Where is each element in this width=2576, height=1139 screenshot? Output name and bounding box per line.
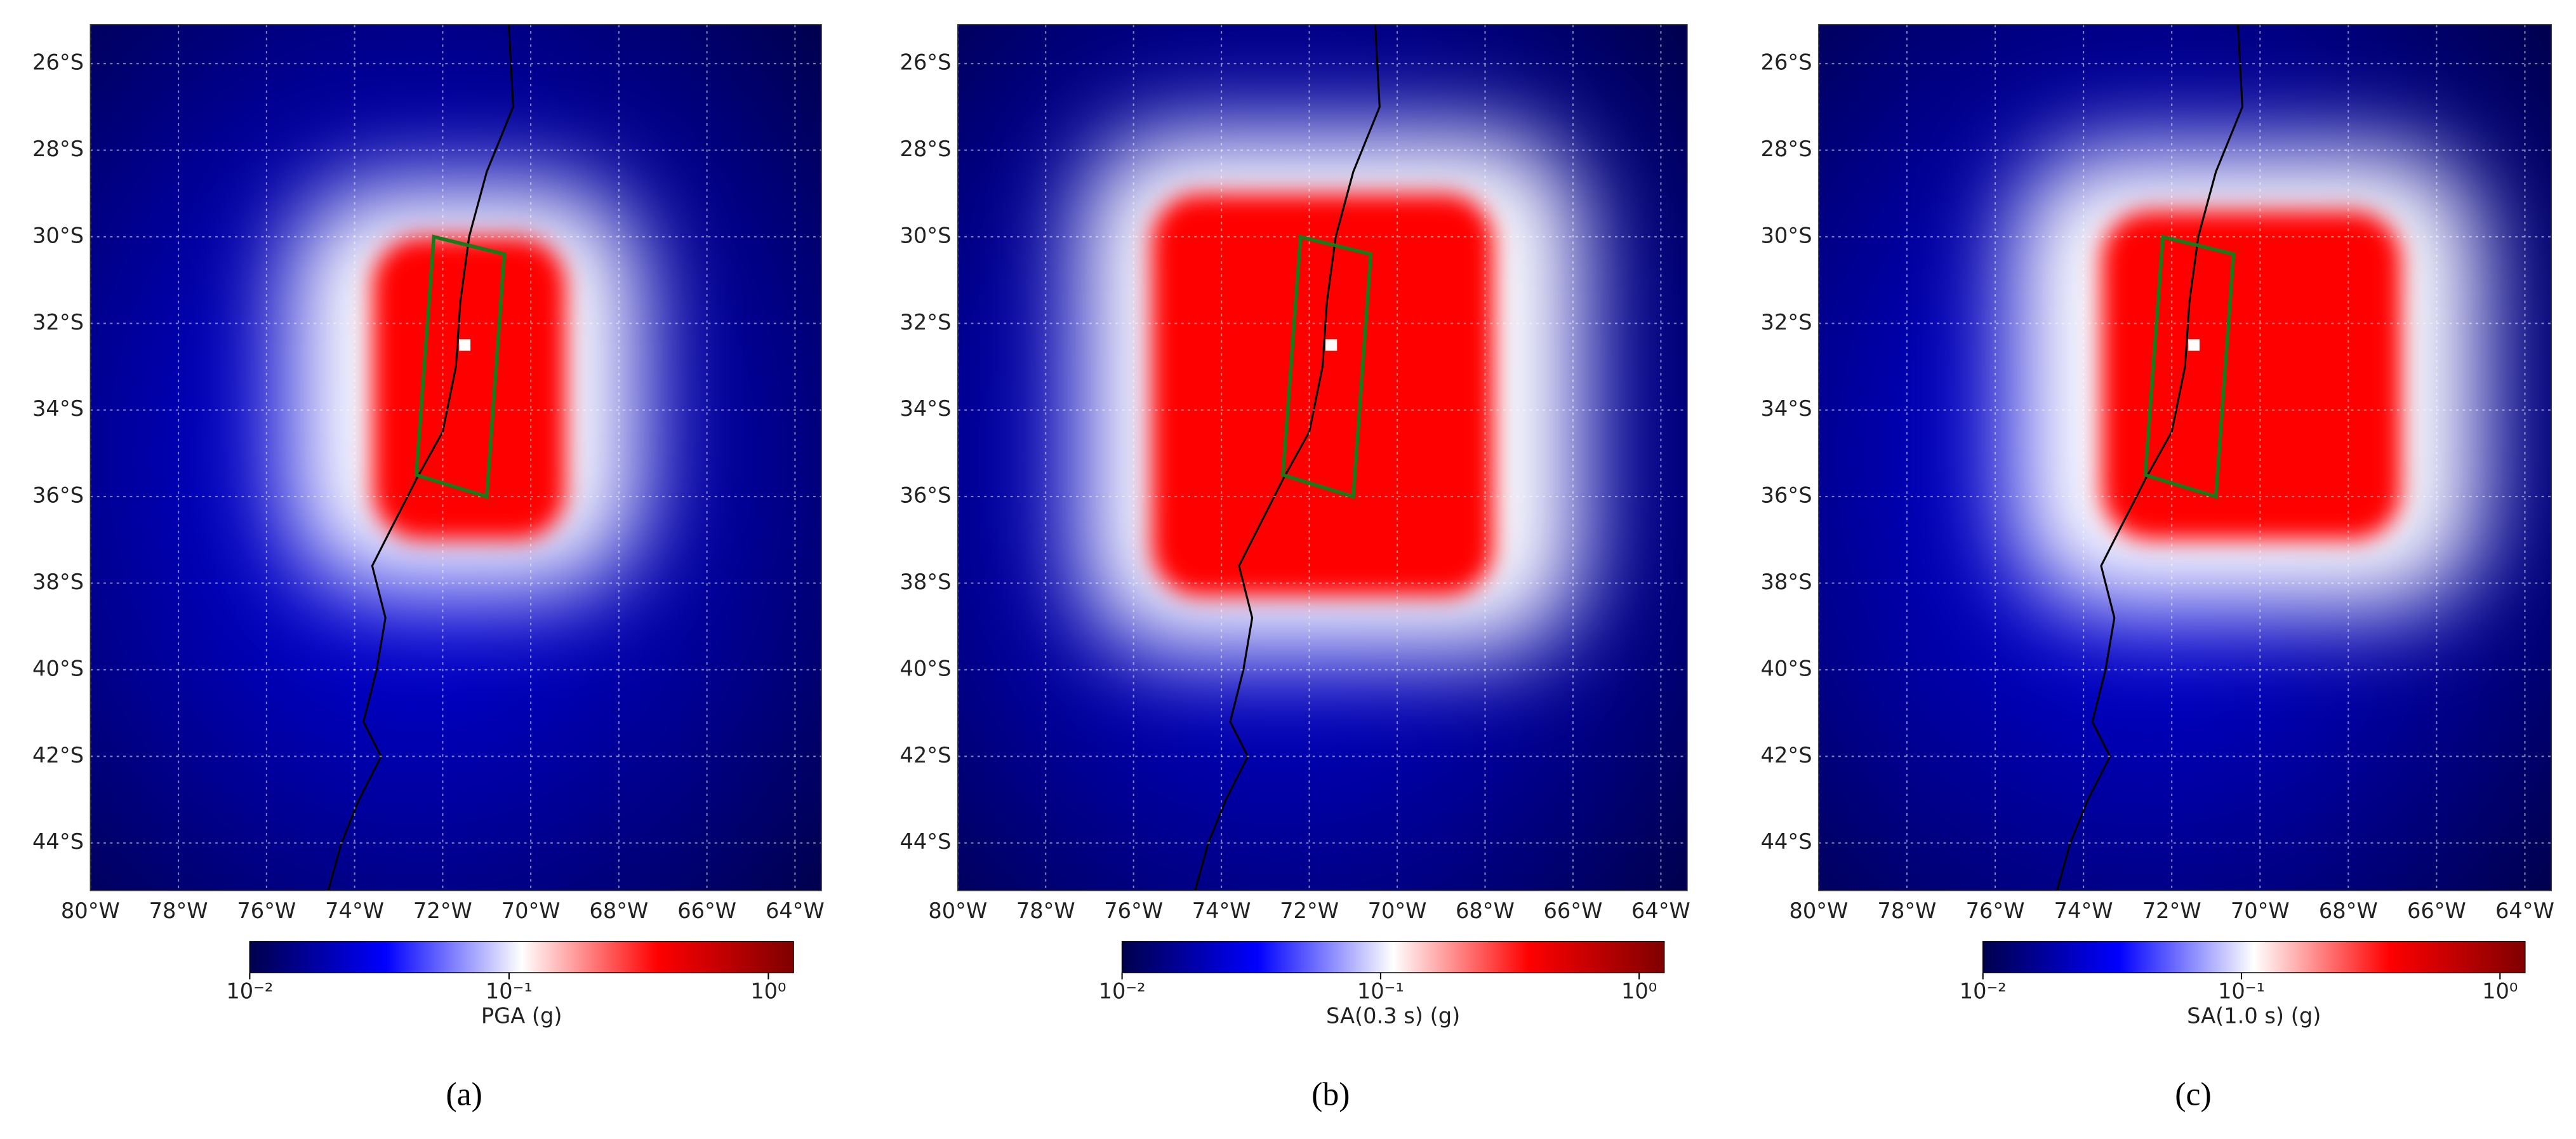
y-tick-label: 34°S (900, 396, 952, 421)
y-tick-label: 34°S (1761, 396, 1812, 421)
field-red (1151, 193, 1494, 596)
colorbar-label: SA(0.3 s) (g) (1326, 1003, 1460, 1028)
y-tick-label: 44°S (900, 829, 952, 854)
y-tick-label: 42°S (32, 743, 84, 768)
y-tick-label: 32°S (900, 310, 952, 335)
x-tick-label: 70°W (2231, 898, 2290, 923)
hazard-field (1818, 24, 2552, 891)
x-tick-label: 64°W (1631, 898, 1690, 923)
colorbar-tick-label: 10⁻² (1960, 979, 2007, 1004)
coastline (2055, 24, 2244, 891)
y-tick-label: 26°S (32, 50, 84, 75)
x-tick-label: 68°W (1456, 898, 1515, 923)
x-tick-label: 74°W (1192, 898, 1251, 923)
y-tick-label: 42°S (1761, 743, 1812, 768)
y-tick-label: 28°S (32, 137, 84, 161)
x-tick-label: 76°W (1104, 898, 1163, 923)
y-tick-label: 26°S (900, 50, 952, 75)
colorbar-label: SA(1.0 s) (g) (2187, 1003, 2321, 1028)
x-tick-label: 66°W (2407, 898, 2466, 923)
y-tick-label: 38°S (32, 570, 84, 594)
colorbar-tick-label: 10⁰ (2482, 979, 2518, 1004)
colorbar (1121, 941, 1665, 973)
axes-frame (957, 24, 1688, 891)
rupture-plane (414, 234, 507, 499)
y-tick-label: 40°S (900, 656, 952, 681)
colorbar-label: PGA (g) (481, 1003, 562, 1028)
colorbar-tick-label: 10⁰ (750, 979, 786, 1004)
x-tick-label: 76°W (1966, 898, 2025, 923)
y-tick-label: 44°S (32, 829, 84, 854)
y-tick-label: 38°S (900, 570, 952, 594)
map-panel: 80°W 78°W 76°W 74°W 72°W 70°W 68°W 66°W 64°W 26°S… (1761, 24, 2554, 1113)
x-tick-label: 78°W (1016, 898, 1075, 923)
rupture-plane (1281, 234, 1373, 499)
x-tick-label: 70°W (1368, 898, 1427, 923)
epicenter (2188, 339, 2200, 351)
y-tick-label: 30°S (32, 223, 84, 248)
y-tick-label: 44°S (1761, 829, 1812, 854)
y-tick-label: 30°S (900, 223, 952, 248)
colorbar-tick-label: 10⁻² (226, 979, 273, 1004)
field-red (372, 236, 566, 540)
map-panel: 80°W 78°W 76°W 74°W 72°W 70°W 68°W 66°W 64°W 26°S… (32, 24, 825, 1113)
x-tick-label: 74°W (2054, 898, 2113, 923)
hazard-field (90, 24, 822, 891)
x-tick-label: 80°W (928, 898, 987, 923)
colorbar-tick-label: 10⁻¹ (1357, 979, 1404, 1004)
x-tick-label: 78°W (149, 898, 208, 923)
colorbar-tick-label: 10⁻¹ (2218, 979, 2265, 1004)
x-tick-label: 72°W (1280, 898, 1339, 923)
axes-frame (1818, 24, 2552, 891)
y-tick-label: 40°S (1761, 656, 1812, 681)
panel-label: (a) (446, 1077, 482, 1113)
x-tick-label: 80°W (1789, 898, 1848, 923)
epicenter (458, 339, 471, 351)
panel-label: (b) (1311, 1077, 1350, 1113)
x-tick-label: 70°W (501, 898, 561, 923)
x-tick-label: 66°W (1543, 898, 1602, 923)
x-tick-label: 68°W (2319, 898, 2378, 923)
x-tick-label: 78°W (1878, 898, 1937, 923)
y-tick-label: 26°S (1761, 50, 1812, 75)
epicenter (1325, 339, 1338, 351)
map-panel: 80°W 78°W 76°W 74°W 72°W 70°W 68°W 66°W 64°W 26°S… (900, 24, 1690, 1113)
hazard-field (957, 24, 1687, 891)
x-tick-label: 80°W (61, 898, 120, 923)
field-red (2101, 211, 2401, 540)
x-tick-label: 74°W (325, 898, 384, 923)
x-tick-label: 66°W (677, 898, 736, 923)
x-tick-label: 76°W (237, 898, 296, 923)
x-tick-label: 64°W (766, 898, 825, 923)
y-tick-label: 36°S (32, 483, 84, 508)
colorbar (1982, 941, 2526, 973)
colorbar (249, 941, 794, 973)
y-tick-label: 28°S (900, 137, 952, 161)
x-tick-label: 72°W (2142, 898, 2201, 923)
y-tick-label: 28°S (1761, 137, 1812, 161)
colorbar-tick-label: 10⁻² (1099, 979, 1146, 1004)
colorbar-tick-label: 10⁻¹ (486, 979, 533, 1004)
y-tick-label: 32°S (1761, 310, 1812, 335)
axes-frame (90, 24, 822, 891)
coastline (327, 24, 514, 891)
x-tick-label: 68°W (589, 898, 648, 923)
y-tick-label: 36°S (900, 483, 952, 508)
y-tick-label: 32°S (32, 310, 84, 335)
x-tick-label: 72°W (413, 898, 472, 923)
y-tick-label: 30°S (1761, 223, 1812, 248)
colorbar-tick-label: 10⁰ (1621, 979, 1657, 1004)
y-tick-label: 34°S (32, 396, 84, 421)
rupture-plane (2143, 234, 2236, 499)
panel-label: (c) (2175, 1077, 2211, 1113)
x-tick-label: 64°W (2495, 898, 2554, 923)
y-tick-label: 42°S (900, 743, 952, 768)
y-tick-label: 38°S (1761, 570, 1812, 594)
y-tick-label: 40°S (32, 656, 84, 681)
coastline (1194, 24, 1381, 891)
y-tick-label: 36°S (1761, 483, 1812, 508)
